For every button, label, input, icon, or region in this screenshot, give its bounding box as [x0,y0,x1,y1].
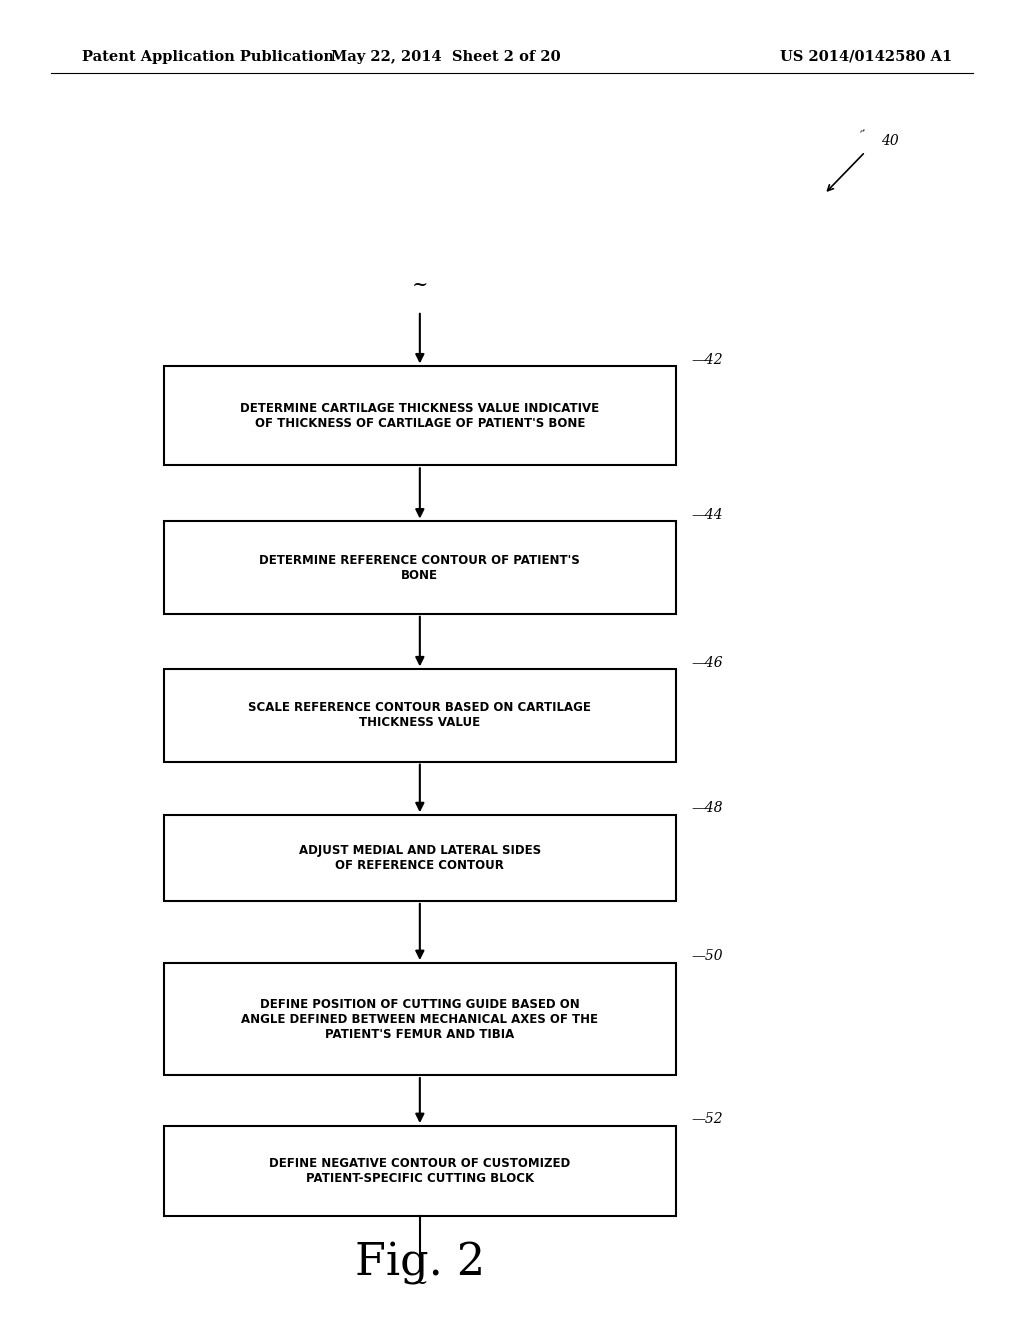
Text: —48: —48 [691,801,723,816]
FancyBboxPatch shape [164,669,676,762]
Text: —52: —52 [691,1113,723,1126]
FancyBboxPatch shape [164,1126,676,1216]
FancyBboxPatch shape [164,964,676,1074]
Text: DETERMINE CARTILAGE THICKNESS VALUE INDICATIVE
OF THICKNESS OF CARTILAGE OF PATI: DETERMINE CARTILAGE THICKNESS VALUE INDI… [241,401,599,430]
Text: 40: 40 [881,135,898,148]
Text: —50: —50 [691,949,723,964]
Text: DEFINE NEGATIVE CONTOUR OF CUSTOMIZED
PATIENT-SPECIFIC CUTTING BLOCK: DEFINE NEGATIVE CONTOUR OF CUSTOMIZED PA… [269,1156,570,1185]
Text: —44: —44 [691,508,723,521]
Text: Patent Application Publication: Patent Application Publication [82,50,334,63]
Text: DEFINE POSITION OF CUTTING GUIDE BASED ON
ANGLE DEFINED BETWEEN MECHANICAL AXES : DEFINE POSITION OF CUTTING GUIDE BASED O… [242,998,598,1040]
FancyBboxPatch shape [164,366,676,465]
Text: DETERMINE REFERENCE CONTOUR OF PATIENT'S
BONE: DETERMINE REFERENCE CONTOUR OF PATIENT'S… [259,553,581,582]
Text: —46: —46 [691,656,723,669]
Text: ~: ~ [412,1274,428,1292]
Text: ˜: ˜ [859,128,873,144]
Text: —42: —42 [691,352,723,367]
FancyBboxPatch shape [164,521,676,614]
Text: ~: ~ [412,276,428,293]
Text: Fig. 2: Fig. 2 [354,1242,485,1284]
FancyBboxPatch shape [164,814,676,900]
Text: US 2014/0142580 A1: US 2014/0142580 A1 [780,50,952,63]
Text: May 22, 2014  Sheet 2 of 20: May 22, 2014 Sheet 2 of 20 [331,50,560,63]
Text: SCALE REFERENCE CONTOUR BASED ON CARTILAGE
THICKNESS VALUE: SCALE REFERENCE CONTOUR BASED ON CARTILA… [249,701,591,730]
Text: ADJUST MEDIAL AND LATERAL SIDES
OF REFERENCE CONTOUR: ADJUST MEDIAL AND LATERAL SIDES OF REFER… [299,843,541,873]
